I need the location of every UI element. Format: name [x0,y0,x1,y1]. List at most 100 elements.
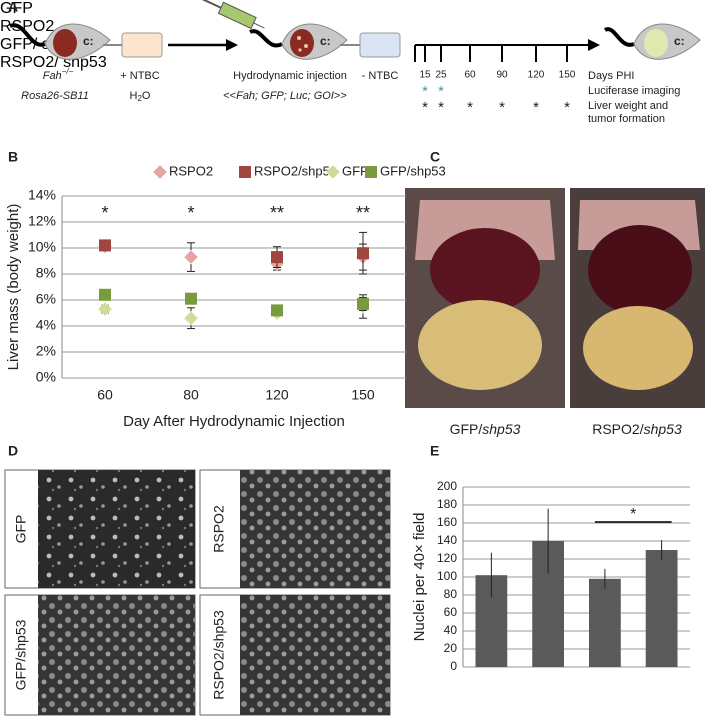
y-tick-label: 20 [444,641,458,655]
y-tick-label: 120 [437,551,457,565]
weight-mark: * [467,99,473,116]
imaging-label: Luciferase imaging [588,85,680,97]
o: O [142,90,151,102]
y-tick-label: 100 [437,569,457,583]
day-label: 120 [528,70,545,81]
y-tick-label: 2% [36,343,56,359]
tail [249,29,283,48]
label: RSPO2/ [592,421,643,437]
liver [644,29,668,57]
legend-marker [365,166,377,178]
weight-mark: * [499,99,505,116]
bar [588,578,621,667]
genotype: Fah−/− [43,67,74,82]
significance: * [630,506,636,523]
superscript: −/− [62,67,74,76]
weight-label: tumor formation [588,113,665,125]
micrograph-label: RSPO2/shp53 [211,610,227,700]
treatment: + NTBC [120,70,159,82]
y-tick-label: 180 [437,497,457,511]
legend-label: GFP/shp53 [380,163,446,178]
eyes: c: [674,34,685,48]
bracket: << [223,90,236,102]
label: shp53 [644,421,682,437]
x-axis-title: Day After Hydrodynamic Injection [123,413,345,430]
micrograph-label: RSPO2 [211,505,227,553]
photo-label: GFP/shp53 [450,421,521,437]
subscript: 2 [137,94,142,103]
treatment: - NTBC [362,70,399,82]
micrograph [240,470,390,588]
eyes: c: [320,34,331,48]
panel-letter: A [8,0,18,15]
x-tick-label: 150 [351,387,375,403]
y-tick-label: 10% [28,239,56,255]
construct: <<Fah; GFP; Luc; GOI>> [223,90,347,102]
bar [645,550,678,667]
micrographs: GFP RSPO2 GFP/shp53 RSPO2/shp53 [4,469,391,716]
plasmid [121,32,163,58]
weight-mark: * [422,99,428,116]
panel-letter: D [8,443,18,459]
label: GFP/ [450,421,483,437]
arrow-head [226,39,238,51]
panel-letter: C [430,149,440,165]
y-tick-label: 40 [444,623,458,637]
y-axis-title: Liver mass (body weight) [5,204,22,371]
y-tick-label: 200 [437,479,457,493]
y-axis-title: Nuclei per 40× field [411,513,428,642]
x-tick-label: RSPO2 [0,18,55,35]
imaging-mark: * [438,83,444,100]
micrograph [38,595,195,715]
point [357,297,369,310]
y-tick-label: 0% [36,369,56,385]
x-tick-label: 120 [265,387,289,403]
y-tick-label: 60 [444,605,458,619]
legend-label: RSPO2/shp53 [254,163,337,178]
point [97,301,113,317]
y-tick-label: 0 [450,659,457,673]
arrow-head [588,39,600,51]
injection: Hydrodynamic injection [233,70,347,82]
point [271,251,283,264]
panel-letter: E [430,443,439,459]
legend-marker [152,164,168,180]
weight-label: Liver weight and [588,100,668,112]
y-tick-label: 14% [28,187,56,203]
point [183,249,199,265]
y-tick-label: 12% [28,213,56,229]
h: H [130,90,138,102]
x-tick-label: GFP [0,0,33,17]
micrograph-label: GFP/shp53 [13,619,29,690]
timeline-unit: Days PHI [588,70,634,82]
micrograph [38,470,195,588]
panel-letter: B [8,149,18,165]
day-label: 15 [419,70,431,81]
liver [588,225,692,315]
point [183,310,199,326]
point [271,304,283,317]
syringe [202,0,265,30]
micrograph-label: GFP [13,515,29,544]
weight-mark: * [438,99,444,116]
liver [290,29,314,57]
point [99,239,111,252]
eyes: c: [83,34,94,48]
y-tick-label: 6% [36,291,56,307]
legend-marker [325,164,341,180]
significance: ** [270,203,284,223]
weight-mark: * [564,99,570,116]
label: shp53 [482,421,520,437]
y-tick-label: 140 [437,533,457,547]
y-tick-label: 8% [36,265,56,281]
intestine [583,306,693,390]
y-tick-label: 4% [36,317,56,333]
tail [603,27,635,47]
y-tick-label: 160 [437,515,457,529]
legend-label: GFP [342,163,369,178]
significance: * [101,203,108,223]
day-label: 60 [464,70,476,81]
photos: GFP/shp53 RSPO2/shp53 [405,188,705,437]
legend-marker [239,166,251,178]
